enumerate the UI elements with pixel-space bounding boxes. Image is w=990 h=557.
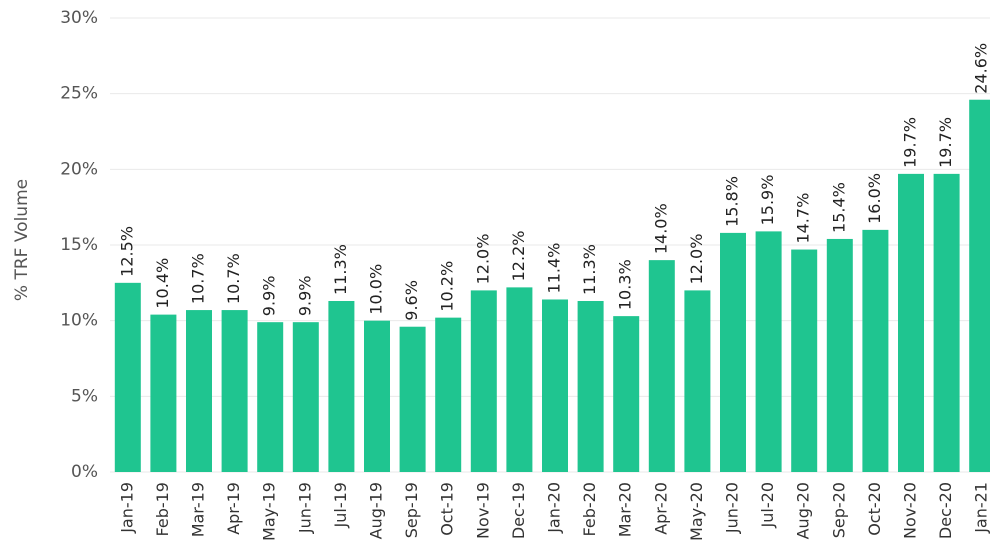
value-label: 16.0% [865, 173, 884, 224]
x-tick-label: Apr-20 [651, 482, 670, 535]
value-label: 10.3% [616, 259, 635, 310]
value-label: 12.5% [117, 226, 136, 277]
x-tick-label: Oct-20 [865, 482, 884, 536]
x-tick-label: Jul-20 [758, 482, 777, 528]
value-label: 10.0% [367, 264, 386, 315]
bar [435, 317, 462, 472]
value-label: 14.0% [651, 203, 670, 254]
x-tick-label: Oct-19 [438, 482, 457, 536]
x-tick-label: Apr-19 [224, 482, 243, 535]
value-label: 10.7% [189, 253, 208, 304]
x-tick-label: May-20 [687, 482, 706, 541]
bar [613, 316, 640, 472]
value-label: 12.2% [509, 231, 528, 282]
x-tick-label: Jun-20 [723, 482, 742, 534]
x-tick-label: Feb-19 [153, 482, 172, 536]
bar [720, 232, 746, 472]
x-tick-label: Sep-19 [402, 482, 421, 538]
x-tick-label: Sep-20 [829, 482, 848, 538]
value-label: 10.4% [153, 258, 172, 309]
x-tick-label: Mar-19 [189, 482, 208, 537]
x-tick-label: Nov-19 [473, 482, 492, 539]
bar [328, 300, 355, 472]
bar [114, 282, 141, 472]
bar [292, 322, 319, 472]
bar [542, 299, 568, 472]
value-label: 9.9% [260, 276, 279, 317]
value-label: 10.2% [438, 261, 457, 312]
y-tick-label: 0% [71, 462, 98, 482]
bar [862, 229, 889, 472]
y-tick-label: 30% [60, 8, 98, 28]
bar [470, 290, 497, 472]
value-label: 15.4% [829, 182, 848, 233]
bar [257, 322, 284, 472]
y-tick-label: 10% [60, 311, 98, 331]
bar [150, 314, 177, 472]
x-tick-label: Feb-20 [580, 482, 599, 536]
value-label: 9.9% [295, 276, 314, 317]
bar [221, 310, 248, 472]
x-tick-label: Dec-20 [936, 482, 955, 539]
y-tick-label: 5% [71, 386, 98, 406]
value-label: 14.7% [794, 193, 813, 244]
bar [898, 173, 924, 472]
x-tick-label: Dec-19 [509, 482, 528, 539]
bar [969, 99, 990, 472]
x-tick-label: Jan-21 [972, 482, 990, 534]
x-tick-label: Jan-20 [545, 482, 564, 534]
value-label: 9.6% [402, 280, 421, 321]
bar [364, 320, 390, 472]
x-tick-label: Jan-19 [117, 482, 136, 534]
x-tick-label: Nov-20 [901, 482, 920, 539]
value-label: 11.4% [545, 243, 564, 294]
bar [791, 249, 818, 472]
bar [684, 290, 711, 472]
bar [577, 300, 604, 472]
x-tick-label: Aug-19 [367, 482, 386, 539]
x-tick-label: May-19 [260, 482, 279, 541]
value-label: 15.9% [758, 175, 777, 226]
x-tick-label: Jun-19 [295, 482, 314, 534]
bar [648, 260, 675, 472]
x-tick-label: Jul-19 [331, 482, 350, 528]
value-label: 12.0% [687, 234, 706, 285]
value-label: 12.0% [473, 234, 492, 285]
bar [506, 287, 533, 472]
bar [755, 231, 782, 472]
y-tick-label: 25% [60, 84, 98, 104]
bar [826, 238, 853, 472]
y-tick-label: 20% [60, 159, 98, 179]
value-label: 15.8% [723, 176, 742, 227]
value-label: 10.7% [224, 253, 243, 304]
x-tick-label: Mar-20 [616, 482, 635, 537]
y-axis-title: % TRF Volume [12, 179, 32, 301]
bar [399, 326, 426, 472]
y-tick-label: 15% [60, 235, 98, 255]
bar [933, 173, 960, 472]
value-label: 11.3% [580, 244, 599, 295]
value-label: 24.6% [972, 43, 990, 94]
value-label: 19.7% [936, 117, 955, 168]
value-label: 19.7% [901, 117, 920, 168]
value-label: 11.3% [331, 244, 350, 295]
bar [186, 310, 212, 472]
x-tick-label: Aug-20 [794, 482, 813, 539]
